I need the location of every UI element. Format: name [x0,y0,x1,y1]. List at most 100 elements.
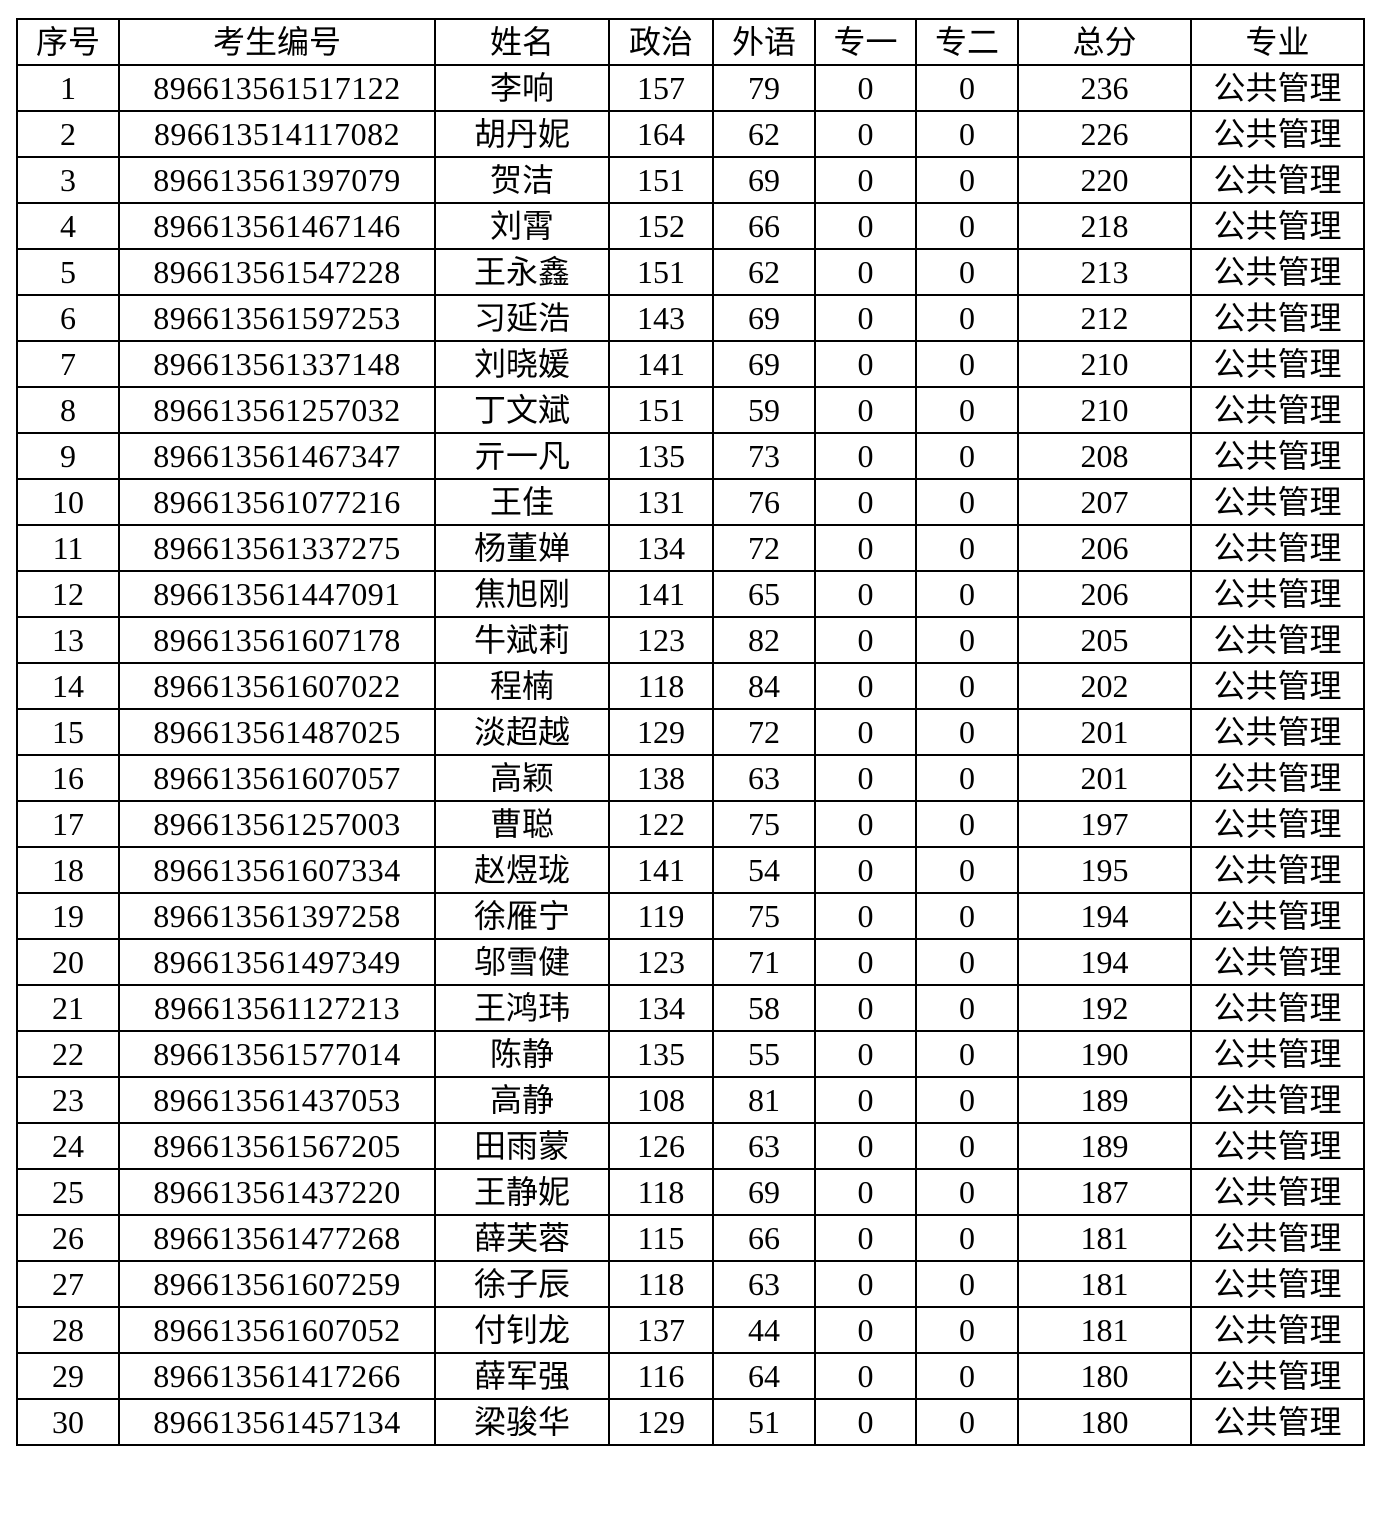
cell-foreign-language: 69 [712,1168,816,1216]
cell-foreign-language: 63 [712,754,816,802]
table-row: 25 896613561437220 王静妮 118 69 0 0 187 公共管理 [16,1168,1365,1216]
cell-candidate-id: 896613561077216 [118,478,436,526]
cell-foreign-language: 58 [712,984,816,1032]
cell-foreign-language: 75 [712,800,816,848]
cell-foreign-language: 63 [712,1260,816,1308]
table-row: 2 896613514117082 胡丹妮 164 62 0 0 226 公共管理 [16,110,1365,158]
cell-major: 公共管理 [1190,938,1365,986]
cell-name: 刘晓媛 [434,340,610,388]
cell-major-1: 0 [814,64,917,112]
cell-foreign-language: 54 [712,846,816,894]
header-total: 总分 [1017,18,1192,66]
cell-seq: 5 [16,248,120,296]
cell-total: 181 [1017,1214,1192,1262]
cell-foreign-language: 62 [712,110,816,158]
cell-candidate-id: 896613561547228 [118,248,436,296]
cell-candidate-id: 896613561457134 [118,1398,436,1446]
cell-total: 181 [1017,1306,1192,1354]
cell-name: 胡丹妮 [434,110,610,158]
cell-seq: 29 [16,1352,120,1400]
cell-major-1: 0 [814,846,917,894]
header-major-1: 专一 [814,18,917,66]
cell-foreign-language: 75 [712,892,816,940]
cell-politics: 108 [608,1076,714,1124]
cell-total: 180 [1017,1398,1192,1446]
cell-seq: 23 [16,1076,120,1124]
cell-seq: 4 [16,202,120,250]
cell-candidate-id: 896613561607259 [118,1260,436,1308]
table-row: 16 896613561607057 高颖 138 63 0 0 201 公共管理 [16,754,1365,802]
cell-seq: 3 [16,156,120,204]
cell-politics: 151 [608,248,714,296]
cell-total: 189 [1017,1122,1192,1170]
cell-total: 206 [1017,570,1192,618]
cell-candidate-id: 896613561257003 [118,800,436,848]
cell-politics: 164 [608,110,714,158]
cell-candidate-id: 896613561437220 [118,1168,436,1216]
cell-name: 淡超越 [434,708,610,756]
cell-major: 公共管理 [1190,846,1365,894]
cell-major-2: 0 [915,340,1019,388]
cell-major-1: 0 [814,156,917,204]
cell-major-2: 0 [915,892,1019,940]
score-table: 序号 考生编号 姓名 政治 外语 专一 专二 总分 专业 1 896613561517122 李响 1… [16,18,1365,1446]
table-row: 6 896613561597253 习延浩 143 69 0 0 212 公共管理 [16,294,1365,342]
cell-major: 公共管理 [1190,754,1365,802]
cell-major-1: 0 [814,202,917,250]
cell-seq: 30 [16,1398,120,1446]
table-row: 11 896613561337275 杨董婵 134 72 0 0 206 公共管理 [16,524,1365,572]
cell-major-2: 0 [915,570,1019,618]
table-row: 8 896613561257032 丁文斌 151 59 0 0 210 公共管理 [16,386,1365,434]
cell-name: 习延浩 [434,294,610,342]
cell-seq: 2 [16,110,120,158]
table-row: 13 896613561607178 牛斌莉 123 82 0 0 205 公共管理 [16,616,1365,664]
cell-major-2: 0 [915,1076,1019,1124]
table-row: 30 896613561457134 梁骏华 129 51 0 0 180 公共管理 [16,1398,1365,1446]
table-row: 14 896613561607022 程楠 118 84 0 0 202 公共管理 [16,662,1365,710]
cell-total: 210 [1017,386,1192,434]
cell-name: 李响 [434,64,610,112]
cell-foreign-language: 66 [712,202,816,250]
table-row: 24 896613561567205 田雨蒙 126 63 0 0 189 公共管理 [16,1122,1365,1170]
table-row: 19 896613561397258 徐雁宁 119 75 0 0 194 公共管理 [16,892,1365,940]
cell-foreign-language: 82 [712,616,816,664]
cell-foreign-language: 63 [712,1122,816,1170]
cell-major-2: 0 [915,754,1019,802]
cell-politics: 115 [608,1214,714,1262]
cell-candidate-id: 896613561397258 [118,892,436,940]
cell-name: 高静 [434,1076,610,1124]
cell-major-2: 0 [915,1122,1019,1170]
cell-major-1: 0 [814,570,917,618]
cell-major-1: 0 [814,432,917,480]
table-row: 18 896613561607334 赵煜珑 141 54 0 0 195 公共管理 [16,846,1365,894]
cell-seq: 17 [16,800,120,848]
cell-major: 公共管理 [1190,1168,1365,1216]
cell-major-2: 0 [915,110,1019,158]
header-candidate-id: 考生编号 [118,18,436,66]
cell-politics: 141 [608,340,714,388]
cell-major: 公共管理 [1190,294,1365,342]
cell-politics: 143 [608,294,714,342]
cell-candidate-id: 896613561607178 [118,616,436,664]
header-name: 姓名 [434,18,610,66]
table-body: 1 896613561517122 李响 157 79 0 0 236 公共管理 2 8966135… [16,64,1365,1446]
cell-politics: 137 [608,1306,714,1354]
cell-total: 201 [1017,754,1192,802]
cell-major-2: 0 [915,616,1019,664]
cell-foreign-language: 51 [712,1398,816,1446]
cell-major: 公共管理 [1190,64,1365,112]
cell-seq: 24 [16,1122,120,1170]
cell-candidate-id: 896613561437053 [118,1076,436,1124]
table-row: 21 896613561127213 王鸿玮 134 58 0 0 192 公共管理 [16,984,1365,1032]
cell-name: 薛芙蓉 [434,1214,610,1262]
cell-major-2: 0 [915,1398,1019,1446]
cell-politics: 138 [608,754,714,802]
cell-total: 218 [1017,202,1192,250]
cell-politics: 122 [608,800,714,848]
table-row: 29 896613561417266 薛军强 116 64 0 0 180 公共管理 [16,1352,1365,1400]
cell-major: 公共管理 [1190,386,1365,434]
cell-major-2: 0 [915,1168,1019,1216]
cell-major-2: 0 [915,1352,1019,1400]
cell-foreign-language: 69 [712,340,816,388]
cell-major-1: 0 [814,1030,917,1078]
